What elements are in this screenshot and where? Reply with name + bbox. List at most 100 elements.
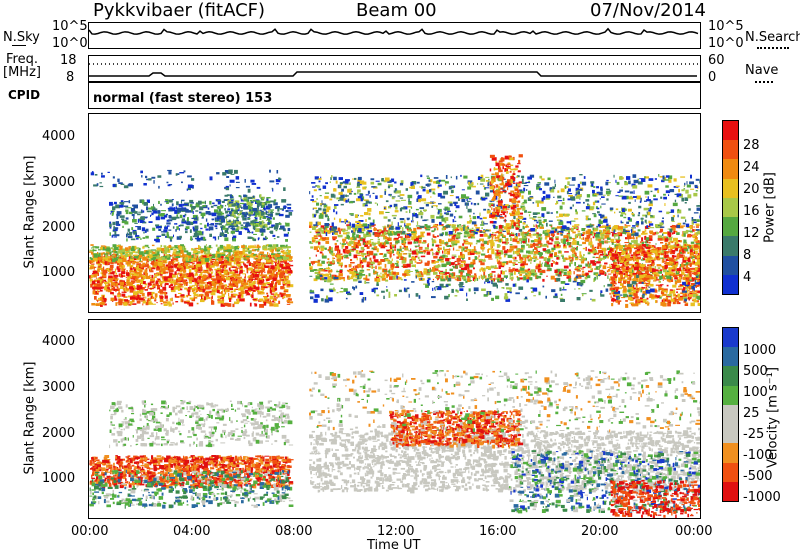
heatmap-cell — [235, 216, 240, 218]
heatmap-cell — [189, 222, 193, 225]
heatmap-cell — [105, 251, 109, 255]
heatmap-cell — [244, 264, 247, 267]
heatmap-cell — [427, 277, 431, 279]
heatmap-cell — [168, 229, 172, 231]
heatmap-cell — [419, 271, 422, 274]
heatmap-cell — [124, 284, 129, 287]
heatmap-cell — [571, 249, 575, 252]
heatmap-cell — [657, 267, 661, 269]
heatmap-cell — [266, 254, 268, 258]
heatmap-cell — [222, 302, 227, 305]
heatmap-cell — [592, 236, 595, 239]
heatmap-cell — [93, 288, 96, 292]
freq-unit: [MHz] — [3, 65, 41, 80]
heatmap-cell — [263, 264, 265, 268]
heatmap-cell — [506, 225, 512, 230]
heatmap-cell — [410, 248, 412, 252]
heatmap-cell — [550, 233, 555, 236]
heatmap-cell — [446, 261, 451, 265]
heatmap-cell — [173, 248, 177, 251]
heatmap-cell — [119, 202, 125, 204]
heatmap-cell — [403, 238, 406, 242]
heatmap-cell — [540, 269, 546, 274]
heatmap-cell — [487, 249, 489, 253]
heatmap-cell — [195, 263, 201, 267]
heatmap-cell — [262, 284, 267, 287]
heatmap-cell — [91, 303, 96, 306]
heatmap-cell — [259, 304, 264, 308]
heatmap-cell — [160, 231, 165, 233]
heatmap-cell — [140, 238, 142, 240]
heatmap-cell — [327, 249, 332, 252]
heatmap-cell — [236, 263, 241, 267]
heatmap-cell — [224, 257, 226, 262]
heatmap-cell — [262, 225, 265, 229]
heatmap-cell — [458, 275, 463, 278]
heatmap-cell — [178, 203, 182, 207]
heatmap-cell — [384, 263, 387, 268]
heatmap-cell — [134, 269, 136, 272]
heatmap-cell — [205, 228, 209, 231]
heatmap-cell — [229, 194, 233, 199]
heatmap-cell — [208, 226, 214, 231]
heatmap-cell — [533, 255, 535, 259]
heatmap-cell — [340, 255, 342, 260]
heatmap-cell — [554, 241, 560, 245]
heatmap-cell — [258, 221, 261, 225]
heatmap-cell — [133, 256, 139, 259]
heatmap-cell — [191, 275, 195, 278]
heatmap-cell — [647, 278, 651, 282]
heatmap-cell — [582, 241, 586, 245]
heatmap-cell — [279, 277, 282, 282]
heatmap-cell — [416, 252, 419, 256]
heatmap-cell — [254, 280, 256, 285]
heatmap-cell — [171, 261, 174, 265]
heatmap-cell — [281, 279, 285, 281]
heatmap-cell — [152, 284, 154, 289]
heatmap-cell — [315, 240, 320, 244]
heatmap-cell — [120, 183, 125, 185]
heatmap-cell — [149, 274, 151, 277]
heatmap-cell — [673, 230, 676, 234]
heatmap-cell — [366, 227, 370, 230]
heatmap-cell — [205, 244, 207, 246]
heatmap-cell — [197, 286, 203, 290]
heatmap-cell — [120, 203, 124, 206]
heatmap-cell — [218, 222, 222, 226]
heatmap-cell — [129, 270, 131, 274]
heatmap-cell — [277, 259, 279, 264]
heatmap-cell — [609, 245, 611, 248]
heatmap-cell — [137, 219, 140, 223]
heatmap-cell — [284, 222, 287, 224]
heatmap-cell — [142, 202, 145, 205]
heatmap-cell — [280, 294, 284, 298]
heatmap-cell — [432, 226, 438, 228]
heatmap-cell — [491, 248, 495, 252]
heatmap-cell — [198, 289, 204, 292]
heatmap-cell — [168, 275, 174, 279]
heatmap-cell — [255, 254, 258, 257]
heatmap-cell — [97, 257, 101, 261]
heatmap-cell — [186, 275, 190, 279]
heatmap-cell — [169, 269, 174, 273]
heatmap-cell — [508, 269, 513, 273]
heatmap-cell — [219, 206, 222, 209]
heatmap-cell — [134, 222, 138, 224]
heatmap-cell — [265, 244, 268, 247]
heatmap-cell — [569, 259, 573, 262]
heatmap-cell — [109, 268, 112, 271]
heatmap-cell — [219, 244, 224, 249]
heatmap-cell — [250, 294, 252, 297]
heatmap-cell — [600, 236, 604, 240]
heatmap-cell — [193, 258, 195, 261]
heatmap-cell — [151, 296, 155, 299]
heatmap-cell — [457, 228, 459, 230]
heatmap-cell — [263, 237, 267, 241]
heatmap-cell — [187, 287, 191, 290]
heatmap-cell — [130, 280, 135, 284]
heatmap-cell — [208, 212, 212, 216]
heatmap-cell — [247, 232, 252, 234]
nsky-tick-high: 10^5 — [52, 19, 88, 34]
heatmap-cell — [123, 255, 127, 259]
heatmap-cell — [245, 194, 248, 199]
